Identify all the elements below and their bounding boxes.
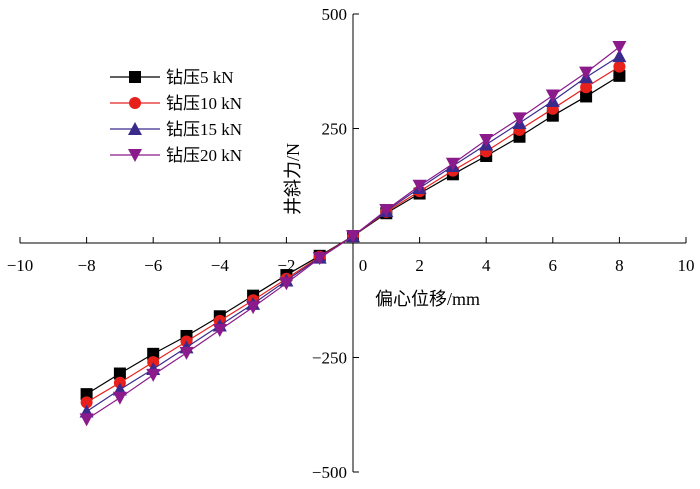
data-point	[479, 133, 494, 147]
legend-label: 钻压15 kN	[166, 120, 242, 139]
legend-item: 钻压5 kN	[110, 68, 234, 87]
data-point	[80, 388, 93, 401]
data-point	[612, 49, 627, 63]
data-point	[580, 90, 593, 103]
data-point	[212, 324, 227, 338]
x-tick-label: 10	[678, 256, 695, 275]
y-tick-label: −500	[312, 463, 347, 482]
series-layer	[79, 40, 627, 427]
legend-item: 钻压10 kN	[110, 94, 242, 113]
x-tick-label: 0	[359, 256, 368, 275]
x-tick-label: −4	[211, 256, 230, 275]
x-tick-label: 4	[482, 256, 491, 275]
data-point	[79, 413, 94, 427]
x-tick-label: −8	[78, 256, 96, 275]
legend-label: 钻压5 kN	[166, 68, 234, 87]
data-point	[146, 368, 161, 382]
data-point	[346, 230, 360, 244]
series-4	[79, 40, 627, 427]
x-tick-label: −10	[7, 256, 34, 275]
x-tick-label: −6	[144, 256, 162, 275]
data-point	[147, 347, 160, 360]
y-tick-label: −250	[312, 349, 347, 368]
y-axis-title: 井斜力/N	[283, 143, 303, 215]
legend: 钻压5 kN 钻压10 kN 钻压15 kN 钻压20 kN	[110, 68, 242, 165]
data-point	[579, 66, 594, 80]
y-tick-label: 250	[322, 120, 348, 139]
data-point	[545, 89, 560, 103]
data-point	[412, 179, 427, 193]
data-point	[613, 69, 626, 82]
x-tick-label: 2	[415, 256, 424, 275]
data-point	[112, 391, 127, 405]
data-point	[80, 396, 93, 409]
x-tick-label: 6	[549, 256, 558, 275]
data-point	[580, 81, 593, 94]
x-tick-label: 8	[615, 256, 624, 275]
data-point	[246, 301, 261, 315]
data-point	[279, 277, 294, 291]
data-point	[613, 60, 626, 73]
data-point	[445, 157, 460, 171]
legend-marker	[128, 149, 142, 162]
legend-marker	[129, 97, 141, 109]
data-point	[612, 40, 627, 54]
data-point	[512, 112, 527, 126]
legend-marker	[129, 71, 141, 83]
data-point	[179, 346, 194, 360]
y-tick-label: 500	[322, 5, 348, 24]
data-point	[379, 204, 394, 218]
x-axis-title: 偏心位移/mm	[375, 289, 480, 309]
legend-marker	[128, 122, 142, 135]
data-point	[113, 367, 126, 380]
legend-item: 钻压20 kN	[110, 146, 242, 165]
legend-label: 钻压10 kN	[166, 94, 242, 113]
legend-item: 钻压15 kN	[110, 120, 242, 139]
data-point	[312, 252, 327, 266]
legend-label: 钻压20 kN	[166, 146, 242, 165]
